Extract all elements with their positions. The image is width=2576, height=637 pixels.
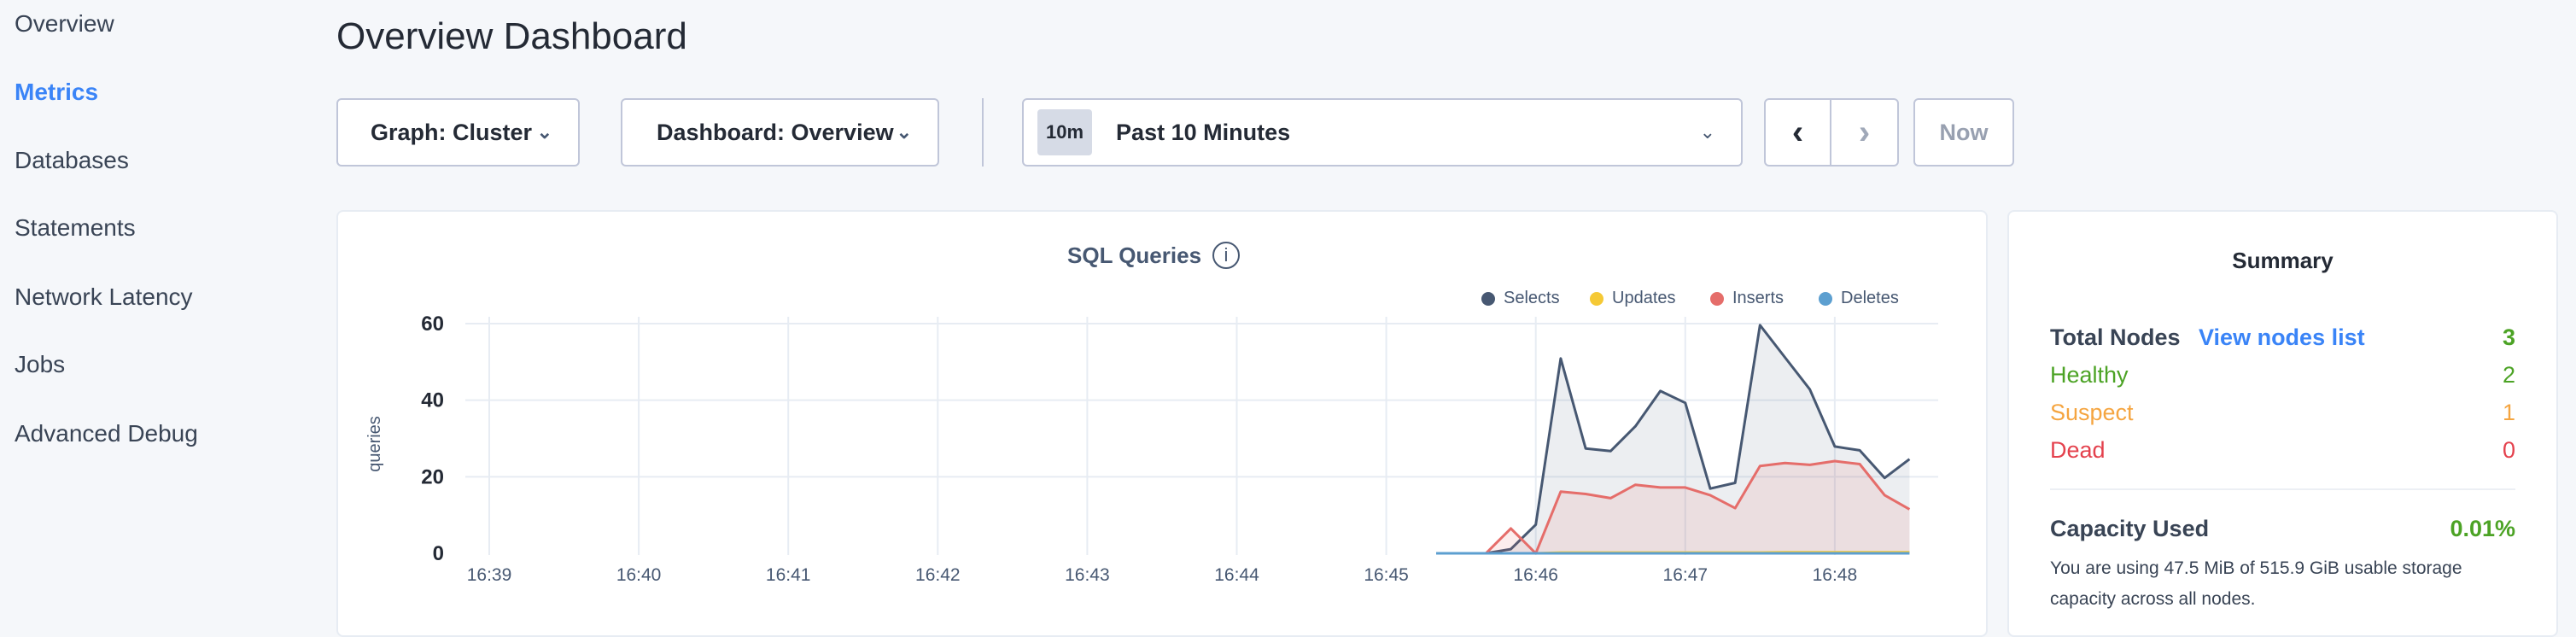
graph-select[interactable]: Graph: Cluster ⌄: [336, 98, 580, 167]
legend-dot: [1481, 291, 1495, 306]
y-tick-label: 0: [433, 542, 444, 565]
x-tick-label: 16:41: [766, 565, 811, 585]
legend-dot: [1590, 291, 1603, 306]
now-button[interactable]: Now: [1913, 98, 2014, 167]
legend-inserts: Inserts: [1710, 289, 1784, 308]
time-badge: 10m: [1037, 109, 1093, 155]
total-nodes-value: 3: [2502, 324, 2515, 350]
chevron-down-icon: ⌄: [536, 121, 552, 143]
legend-dot: [1819, 291, 1832, 306]
sidebar-item-statements[interactable]: Statements: [15, 214, 136, 241]
legend-label: Inserts: [1732, 289, 1785, 307]
x-tick-label: 16:40: [616, 565, 662, 585]
y-axis-label: queries: [365, 416, 384, 472]
view-nodes-link[interactable]: View nodes list: [2199, 324, 2365, 350]
y-tick-label: 40: [421, 389, 444, 412]
area-selects: [1435, 324, 1910, 553]
dashboard-select[interactable]: Dashboard: Overview ⌄: [621, 98, 939, 167]
x-tick-label: 16:45: [1364, 565, 1409, 585]
legend-label: Deletes: [1841, 289, 1899, 307]
suspect-value: 1: [2502, 400, 2515, 425]
x-tick-label: 16:48: [1813, 565, 1858, 585]
x-tick-label: 16:43: [1065, 565, 1110, 585]
sidebar-item-advanced-debug[interactable]: Advanced Debug: [15, 420, 198, 447]
next-button[interactable]: ›: [1831, 100, 1897, 165]
y-tick-label: 60: [421, 313, 444, 336]
dashboard-select-label: Dashboard: Overview: [657, 119, 894, 145]
capacity-description: You are using 47.5 MiB of 515.9 GiB usab…: [2050, 558, 2462, 609]
page-title: Overview Dashboard: [336, 15, 687, 57]
line-inserts: [1436, 459, 1911, 555]
chevron-left-icon: ‹: [1791, 113, 1804, 151]
legend-selects: Selects: [1481, 289, 1560, 308]
summary-title: Summary: [2232, 248, 2334, 273]
area-inserts: [1435, 461, 1910, 553]
divider: [2050, 488, 2515, 490]
sql-queries-chart: queries 0 20 40 60 16:39 16:40 16:41 16:42 16:43…: [365, 313, 1938, 585]
sidebar-item-network-latency[interactable]: Network Latency: [15, 283, 193, 310]
dead-label: Dead: [2050, 437, 2106, 463]
sidebar-item-databases[interactable]: Databases: [15, 147, 129, 173]
chevron-down-icon: ⌄: [1699, 121, 1715, 143]
sidebar-item-jobs[interactable]: Jobs: [15, 351, 66, 377]
legend-updates: Updates: [1590, 289, 1676, 308]
dead-value: 0: [2502, 437, 2515, 463]
summary-card: Summary Total Nodes View nodes list 3 He…: [2007, 210, 2558, 637]
legend-deletes: Deletes: [1819, 289, 1899, 308]
dead-row: Dead 0: [2050, 437, 2515, 464]
healthy-label: Healthy: [2050, 362, 2129, 388]
suspect-row: Suspect 1: [2050, 400, 2515, 426]
x-tick-label: 16:39: [467, 565, 512, 585]
y-tick-label: 20: [421, 465, 444, 488]
healthy-row: Healthy 2: [2050, 362, 2515, 389]
sidebar-item-metrics[interactable]: Metrics: [15, 79, 99, 105]
healthy-value: 2: [2502, 362, 2515, 388]
chart-title: SQL Queries: [1067, 243, 1202, 268]
sql-queries-card: [336, 210, 1988, 637]
graph-select-label: Graph: Cluster: [371, 119, 533, 145]
time-range-label: Past 10 Minutes: [1116, 119, 1291, 145]
capacity-row: Capacity Used 0.01%: [2050, 516, 2515, 542]
x-tick-label: 16:42: [915, 565, 961, 585]
x-tick-label: 16:47: [1663, 565, 1709, 585]
x-tick-label: 16:44: [1214, 565, 1259, 585]
capacity-label: Capacity Used: [2050, 516, 2210, 541]
capacity-value: 0.01%: [2450, 516, 2515, 541]
time-nav: ‹ ›: [1764, 98, 1899, 167]
divider: [982, 98, 984, 167]
x-tick-label: 16:46: [1513, 565, 1558, 585]
suspect-label: Suspect: [2050, 400, 2134, 425]
chevron-down-icon: ⌄: [896, 121, 912, 143]
legend-label: Selects: [1504, 289, 1560, 307]
total-nodes-row: Total Nodes View nodes list 3: [2050, 324, 2515, 351]
sidebar-item-overview[interactable]: Overview: [15, 10, 114, 37]
legend-label: Updates: [1612, 289, 1676, 307]
total-nodes-label: Total Nodes: [2050, 324, 2181, 350]
chevron-right-icon: ›: [1858, 113, 1871, 151]
previous-button[interactable]: ‹: [1766, 100, 1831, 165]
legend-dot: [1710, 291, 1724, 306]
info-icon[interactable]: i: [1212, 242, 1240, 269]
line-selects: [1436, 324, 1911, 555]
time-range-select[interactable]: 10m Past 10 Minutes ⌄: [1022, 98, 1743, 167]
